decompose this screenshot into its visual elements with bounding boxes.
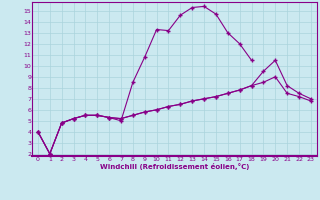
X-axis label: Windchill (Refroidissement éolien,°C): Windchill (Refroidissement éolien,°C) [100,163,249,170]
